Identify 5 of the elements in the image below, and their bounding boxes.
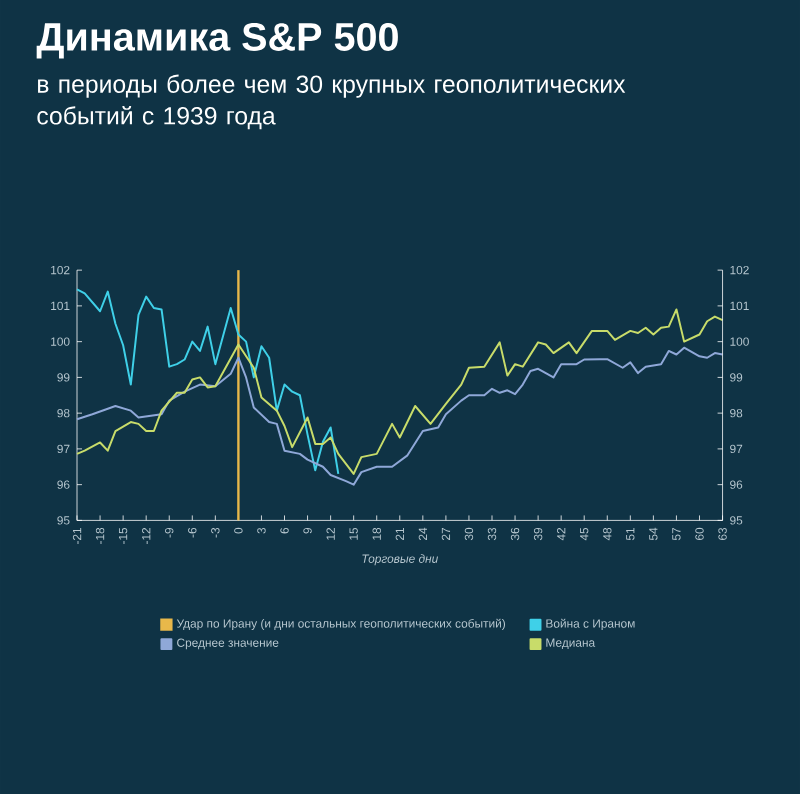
line-series: [76, 288, 340, 475]
chart-title: Динамика S&P 500: [36, 22, 398, 59]
chart-subtitle: в периоды более чем 30 крупных геополитических событий с 1939 года: [37, 74, 626, 130]
line-series: [76, 308, 724, 475]
line-series: [76, 346, 724, 486]
